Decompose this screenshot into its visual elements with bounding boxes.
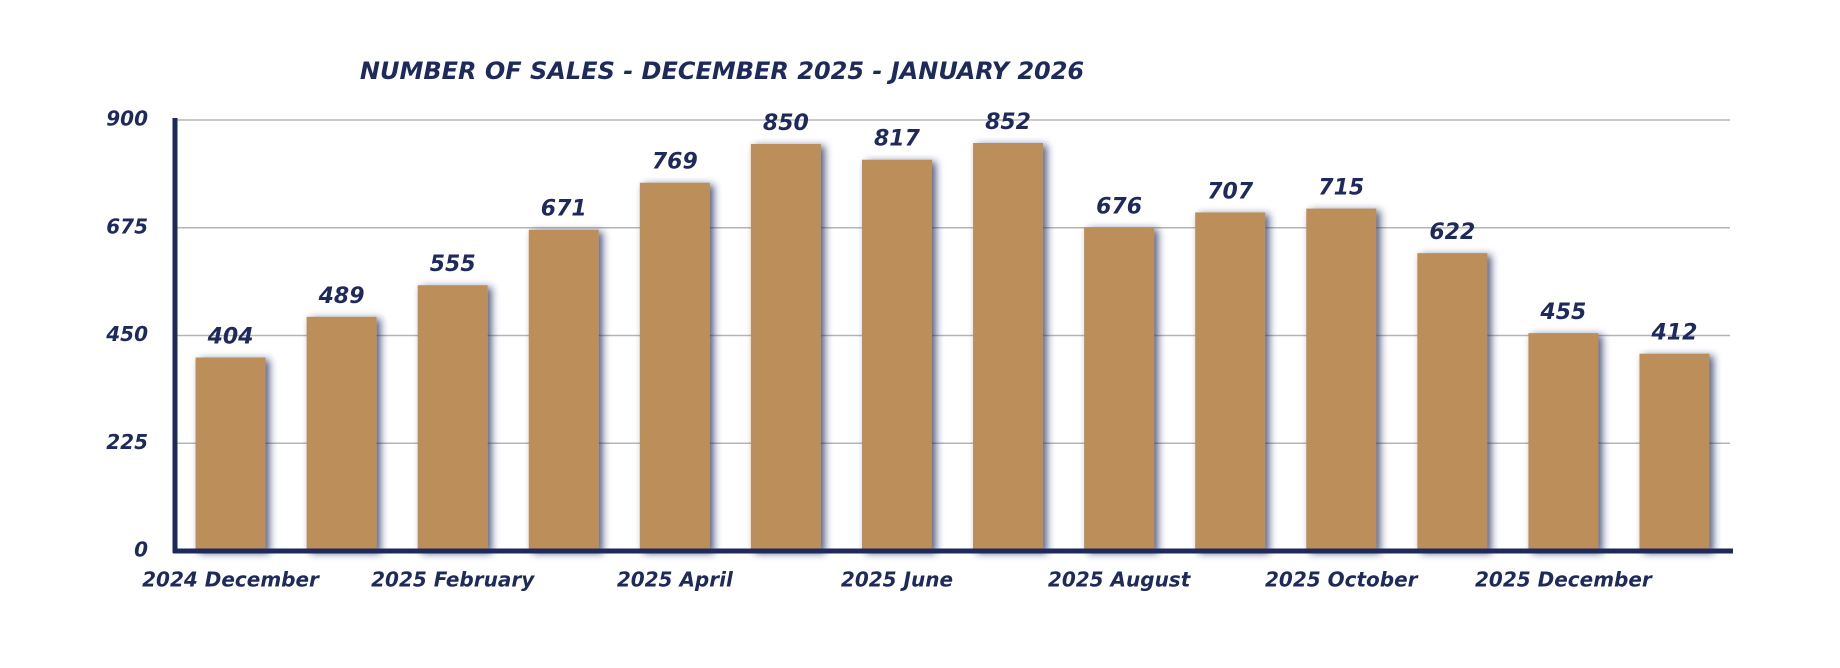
bar	[1195, 212, 1266, 552]
value-label: 671	[541, 197, 587, 222]
x-tick-label: 2025 October	[1265, 568, 1419, 592]
bar	[1306, 208, 1377, 551]
x-tick-label: 2025 December	[1475, 568, 1653, 592]
x-tick-label: 2024 December	[142, 568, 320, 592]
value-label: 489	[318, 284, 365, 309]
bar	[1528, 333, 1599, 551]
value-label: 676	[1096, 194, 1142, 219]
bar	[1639, 353, 1710, 551]
value-label: 404	[207, 325, 254, 350]
value-label: 555	[430, 252, 476, 277]
x-tick-label: 2025 August	[1048, 568, 1192, 592]
bar	[195, 357, 266, 551]
bar	[417, 285, 488, 551]
bar	[639, 182, 710, 552]
x-tick-label: 2025 February	[371, 568, 535, 592]
value-label: 622	[1429, 220, 1475, 245]
bar	[750, 143, 821, 551]
bar	[528, 229, 599, 551]
bar	[306, 316, 377, 551]
value-label: 769	[652, 150, 698, 175]
y-tick-label: 0	[134, 538, 148, 562]
value-label: 850	[763, 111, 809, 136]
bar	[1084, 227, 1155, 551]
value-label: 455	[1539, 300, 1586, 325]
value-label: 715	[1318, 176, 1364, 201]
y-tick-label: 225	[106, 430, 148, 454]
x-tick-label: 2025 April	[617, 568, 734, 592]
value-label: 852	[985, 110, 1031, 135]
y-tick-label: 900	[106, 107, 148, 131]
x-tick-label: 2025 June	[841, 568, 953, 592]
bar	[861, 159, 932, 551]
value-label: 817	[874, 127, 921, 152]
chart-title: NUMBER OF SALES - DECEMBER 2025 - JANUAR…	[360, 57, 1084, 85]
bar	[973, 142, 1044, 551]
y-tick-label: 675	[106, 214, 148, 238]
value-label: 412	[1650, 321, 1697, 346]
y-tick-label: 450	[105, 322, 148, 346]
bar	[1417, 253, 1488, 551]
value-label: 707	[1207, 179, 1254, 204]
